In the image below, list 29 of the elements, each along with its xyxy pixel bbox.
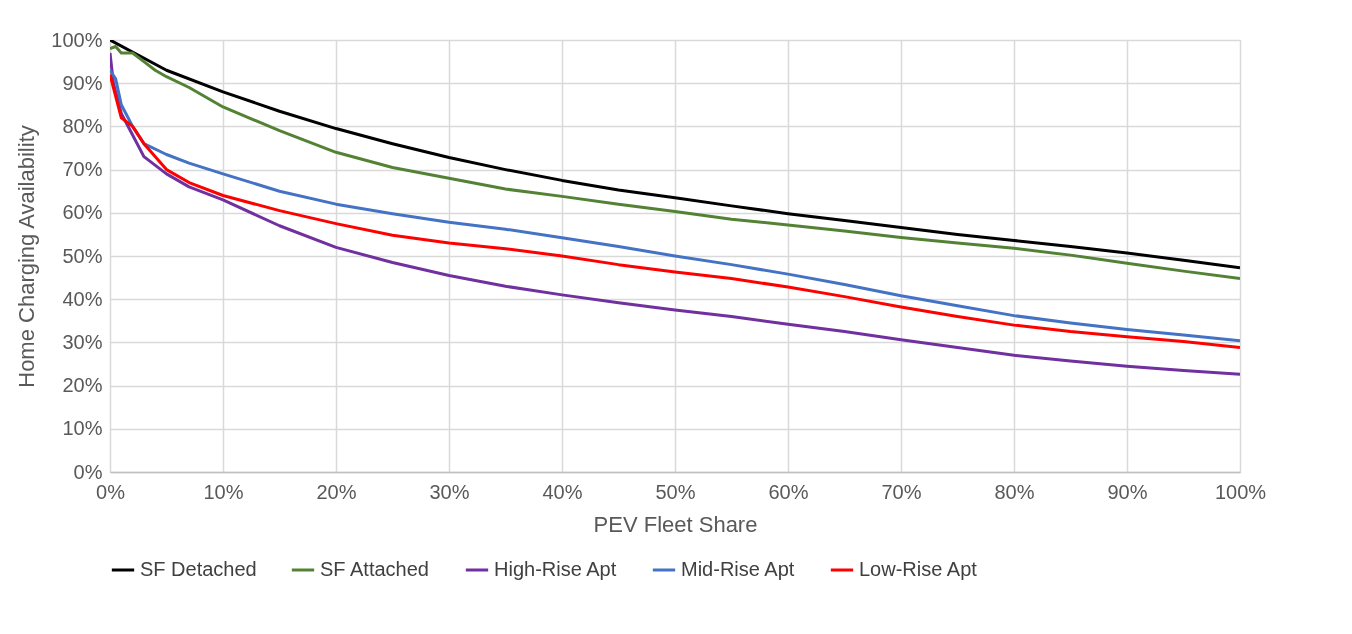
y-tick-label: 10% <box>62 417 103 440</box>
x-tick-label: 70% <box>881 480 922 503</box>
y-tick-label: 0% <box>73 460 103 483</box>
x-tick-label: 100% <box>1214 480 1267 503</box>
legend-label: Mid-Rise Apt <box>681 558 795 580</box>
x-tick-label: 60% <box>768 480 809 503</box>
y-tick-label: 40% <box>62 287 103 310</box>
y-tick-label: 90% <box>62 71 103 94</box>
x-tick-label: 90% <box>1107 480 1148 503</box>
x-tick-label: 20% <box>316 480 357 503</box>
y-tick-label: 80% <box>62 114 103 137</box>
y-tick-label: 50% <box>62 244 103 267</box>
y-axis-title: Home Charging Availability <box>14 125 40 388</box>
legend-label: High-Rise Apt <box>494 558 617 580</box>
y-tick-label: 30% <box>62 330 103 353</box>
x-axis-title: PEV Fleet Share <box>593 511 758 537</box>
y-tick-label: 100% <box>51 28 103 51</box>
legend-label: SF Detached <box>140 558 257 580</box>
x-tick-label: 30% <box>429 480 470 503</box>
x-tick-label: 0% <box>96 480 126 503</box>
y-tick-label: 70% <box>62 158 103 181</box>
y-tick-label: 60% <box>62 201 103 224</box>
x-tick-label: 40% <box>542 480 583 503</box>
legend-label: SF Attached <box>320 558 429 580</box>
x-tick-label: 10% <box>203 480 244 503</box>
x-tick-label: 50% <box>655 480 696 503</box>
y-tick-label: 20% <box>62 374 103 397</box>
x-tick-label: 80% <box>994 480 1035 503</box>
legend-label: Low-Rise Apt <box>859 558 978 580</box>
